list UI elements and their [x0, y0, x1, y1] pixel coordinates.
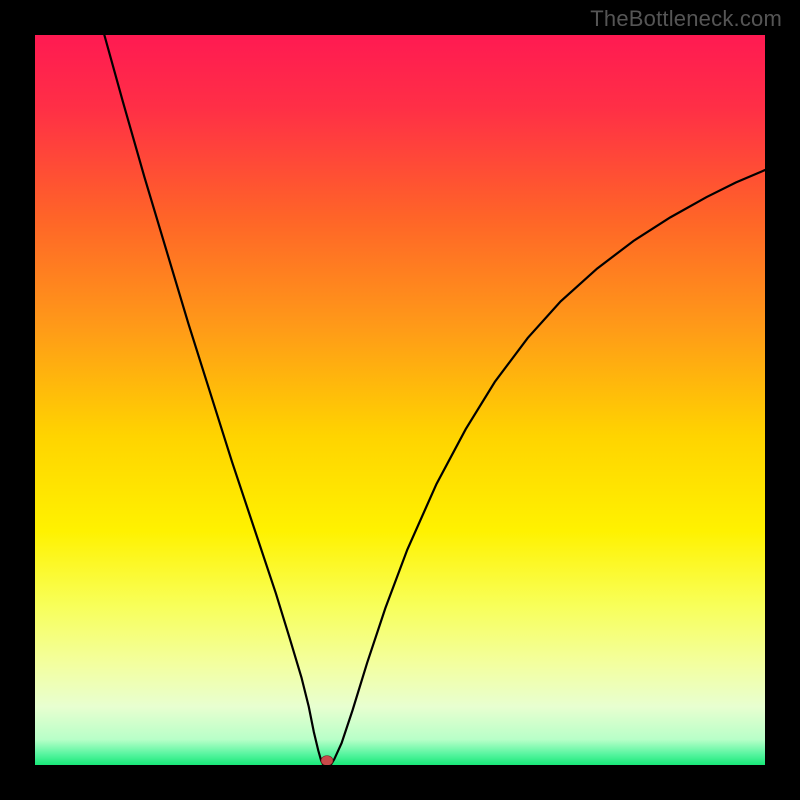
watermark-text: TheBottleneck.com [590, 6, 782, 32]
minimum-marker [321, 756, 333, 765]
chart-svg [35, 35, 765, 765]
chart-container [35, 35, 765, 765]
chart-background [35, 35, 765, 765]
chart-plot-area [35, 35, 765, 765]
